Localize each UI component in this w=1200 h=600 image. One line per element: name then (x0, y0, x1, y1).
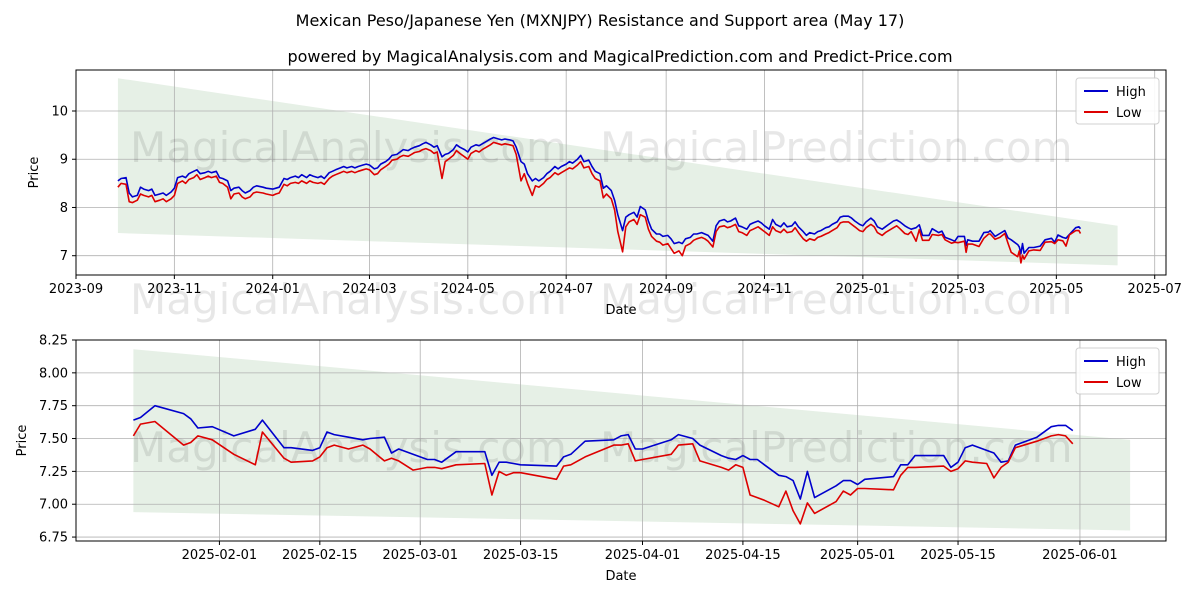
x-tick-label: 2024-03 (342, 282, 396, 297)
watermark-analysis: MagicalAnalysis.com (130, 123, 567, 172)
legend-label-high: High (1116, 85, 1146, 100)
y-tick-label: 6.75 (39, 531, 68, 546)
x-tick-label: 2025-03-15 (483, 548, 559, 563)
x-tick-label: 2024-07 (539, 282, 593, 297)
y-tick-label: 8 (60, 201, 68, 216)
y-tick-label: 10 (51, 105, 68, 120)
legend-label-low: Low (1116, 376, 1142, 391)
x-tick-label: 2024-01 (246, 282, 300, 297)
y-axis-label: Price (15, 425, 30, 457)
plot-frame (75, 339, 1167, 542)
x-tick-label: 2025-06-01 (1042, 548, 1118, 563)
y-axis-label: Price (27, 157, 42, 189)
x-tick-label: 2023-11 (147, 282, 201, 297)
legend-label-low: Low (1116, 106, 1142, 121)
x-tick-label: 2025-03-01 (382, 548, 458, 563)
watermark-prediction: MagicalPrediction.com (600, 123, 1073, 172)
resistance-support-band (117, 78, 1118, 266)
x-axis-label: Date (605, 569, 636, 584)
series-line-high (117, 136, 1082, 255)
x-tick-label: 2025-05 (1029, 282, 1083, 297)
y-tick-label: 8.25 (39, 334, 68, 349)
watermark-prediction: MagicalPrediction.com (600, 275, 1073, 324)
y-tick-label: 7.00 (39, 498, 68, 513)
x-tick-label: 2025-02-01 (182, 548, 258, 563)
x-axis-label: Date (605, 303, 636, 318)
x-tick-label: 2025-03 (931, 282, 985, 297)
x-tick-label: 2025-04-15 (705, 548, 781, 563)
chart-title: Mexican Peso/Japanese Yen (MXNJPY) Resis… (296, 11, 905, 30)
y-tick-label: 7 (60, 249, 68, 264)
y-tick-label: 9 (60, 153, 68, 168)
watermark-prediction: MagicalPrediction.com (600, 423, 1073, 472)
x-tick-label: 2025-01 (836, 282, 890, 297)
y-tick-label: 7.25 (39, 465, 68, 480)
x-tick-label: 2025-05-15 (920, 548, 996, 563)
watermark-analysis: MagicalAnalysis.com (130, 423, 567, 472)
x-tick-label: 2025-05-01 (820, 548, 896, 563)
x-tick-label: 2025-07 (1128, 282, 1182, 297)
x-tick-label: 2024-11 (737, 282, 791, 297)
legend-label-high: High (1116, 355, 1146, 370)
x-tick-label: 2025-04-01 (605, 548, 681, 563)
plot-frame (75, 69, 1167, 276)
x-tick-label: 2023-09 (49, 282, 103, 297)
y-tick-label: 8.00 (39, 366, 68, 381)
series-line-low (117, 141, 1082, 264)
chart-panel-full-history: MagicalAnalysis.com MagicalPrediction.com… (27, 69, 1182, 324)
y-tick-label: 7.50 (39, 432, 68, 447)
resistance-support-band (133, 349, 1131, 531)
x-tick-label: 2025-02-15 (282, 548, 358, 563)
series-line-high (133, 404, 1074, 500)
watermark-analysis: MagicalAnalysis.com (130, 275, 567, 324)
y-tick-label: 7.75 (39, 399, 68, 414)
chart-panel-recent: MagicalAnalysis.com MagicalPrediction.com… (15, 334, 1167, 584)
series-line-low (132, 420, 1074, 525)
chart-subtitle: powered by MagicalAnalysis.com and Magic… (287, 47, 952, 66)
x-tick-label: 2024-09 (639, 282, 693, 297)
x-tick-label: 2024-05 (441, 282, 495, 297)
